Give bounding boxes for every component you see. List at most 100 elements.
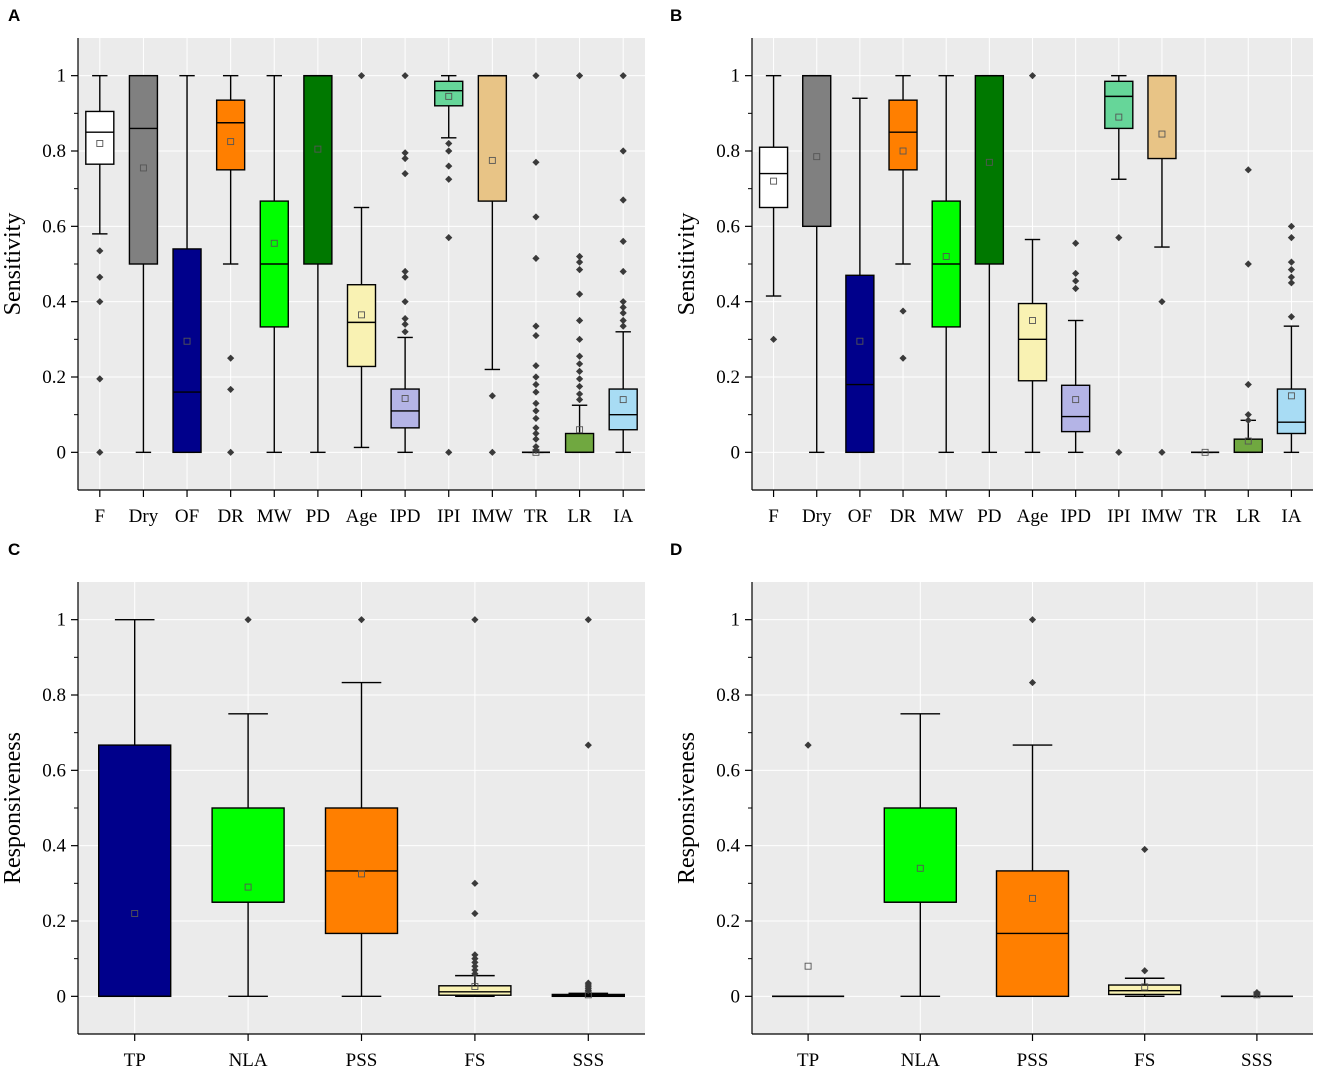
x-tick-label: IMW [472, 506, 513, 527]
box-ipd [1060, 239, 1091, 454]
box-iqr [974, 74, 1005, 265]
sensitivity-boxplot-b: 0 0.2 0.4 0.6 0.8 1 F Dry OF DR MW PD Age IPD IPI IMW TR… [674, 38, 1313, 527]
x-tick-label: FS [1134, 1050, 1155, 1068]
mean-marker [270, 239, 278, 247]
outlier-point [401, 154, 409, 163]
box-iqr [438, 985, 512, 996]
outlier-point [357, 72, 366, 80]
panel-letter: D [670, 540, 683, 559]
box-of [172, 74, 202, 454]
box-iqr [1060, 384, 1091, 433]
outlier-point [401, 72, 409, 80]
y-tick-label: 0 [57, 442, 67, 463]
y-axis-title: Sensitivity [674, 213, 700, 316]
outlier-point [575, 396, 584, 404]
outlier-point [471, 970, 479, 978]
y-tick-label: 0.8 [716, 685, 740, 706]
x-tick-label: LR [1236, 506, 1261, 527]
mean-marker [183, 337, 191, 345]
box-dr [215, 74, 246, 456]
box-iqr [346, 284, 377, 368]
mean-marker [488, 156, 496, 164]
y-tick-label: 0 [731, 986, 741, 1007]
mean-marker [1141, 983, 1149, 991]
outlier-point [532, 322, 540, 330]
outlier-point [619, 196, 627, 204]
box-tr [1191, 448, 1220, 456]
panel-c: C 0 0.2 0.4 0.6 0.8 1 TP NLA PSS FS SSS Responsiven… [0, 534, 662, 1068]
outlier-point [1244, 166, 1252, 174]
x-tick-label: SSS [572, 1050, 604, 1068]
outlier-point [619, 237, 627, 245]
box-tr [521, 72, 550, 456]
outlier-point [532, 443, 540, 451]
outlier-point [584, 987, 592, 995]
y-tick-label: 0.6 [42, 216, 66, 237]
outlier-point [1072, 269, 1080, 278]
outlier-point [227, 385, 235, 394]
outlier-point [401, 149, 409, 157]
outlier-point [619, 267, 627, 276]
box-iqr [1233, 438, 1263, 454]
outlier-point [575, 258, 584, 266]
box-age [346, 72, 377, 449]
x-tick-label: IA [613, 506, 633, 527]
x-tick-label: PD [306, 506, 330, 527]
box-sss [551, 616, 625, 999]
outlier-point [619, 316, 627, 325]
x-tick-label: PSS [346, 1050, 378, 1068]
outlier-point [532, 388, 540, 396]
outlier-point [1244, 411, 1252, 419]
x-tick-label: MW [257, 506, 292, 527]
box-f [758, 74, 789, 343]
outlier-point [619, 322, 627, 330]
outlier-point [401, 298, 409, 306]
mean-marker [96, 140, 104, 147]
outlier-point [899, 354, 907, 362]
box-tp [97, 618, 172, 998]
x-tick-label: Age [1017, 506, 1049, 527]
outlier-point [1287, 258, 1296, 266]
x-tick-label: IMW [1141, 506, 1182, 527]
outlier-point [532, 435, 540, 443]
box-iqr [1104, 80, 1134, 130]
outlier-point [401, 315, 409, 323]
outlier-point [445, 234, 453, 242]
mean-marker [358, 870, 365, 878]
mean-marker [576, 426, 584, 434]
box-fs [1108, 845, 1182, 998]
outlier-point [401, 170, 409, 178]
mean-marker [1072, 396, 1080, 404]
x-tick-label: OF [848, 506, 872, 527]
x-tick-label: Dry [129, 506, 159, 527]
sensitivity-boxplot-a: 0 0.2 0.4 0.6 0.8 1 F Dry OF DR MW PD Age IPD IPI IMW TR… [0, 38, 645, 527]
outlier-point [1244, 416, 1252, 424]
box-dry [128, 74, 159, 454]
mean-marker [1029, 317, 1036, 324]
box-mw [931, 74, 961, 454]
mean-marker [139, 164, 147, 172]
outlier-point [575, 367, 584, 375]
y-tick-label: 0.6 [716, 216, 740, 237]
box-iqr [564, 432, 595, 454]
box-iqr [845, 274, 875, 454]
mean-marker [401, 395, 409, 402]
y-tick-label: 0.2 [42, 911, 66, 932]
outlier-point [532, 407, 540, 415]
box-iqr [97, 744, 172, 998]
mean-marker [916, 864, 924, 872]
x-tick-label: F [95, 506, 106, 527]
mean-marker [358, 311, 365, 319]
outlier-point [575, 72, 584, 80]
outlier-point [532, 380, 540, 389]
outlier-point [1287, 222, 1296, 230]
y-axis-title: Responsiveness [674, 732, 700, 884]
box-ipd [390, 72, 420, 454]
outlier-point [1287, 279, 1296, 287]
outlier-point [96, 375, 104, 383]
box-pd [974, 74, 1005, 454]
box-iqr [390, 388, 420, 429]
mean-marker [942, 253, 950, 260]
mean-marker [770, 177, 778, 185]
y-tick-label: 0.8 [42, 141, 66, 162]
